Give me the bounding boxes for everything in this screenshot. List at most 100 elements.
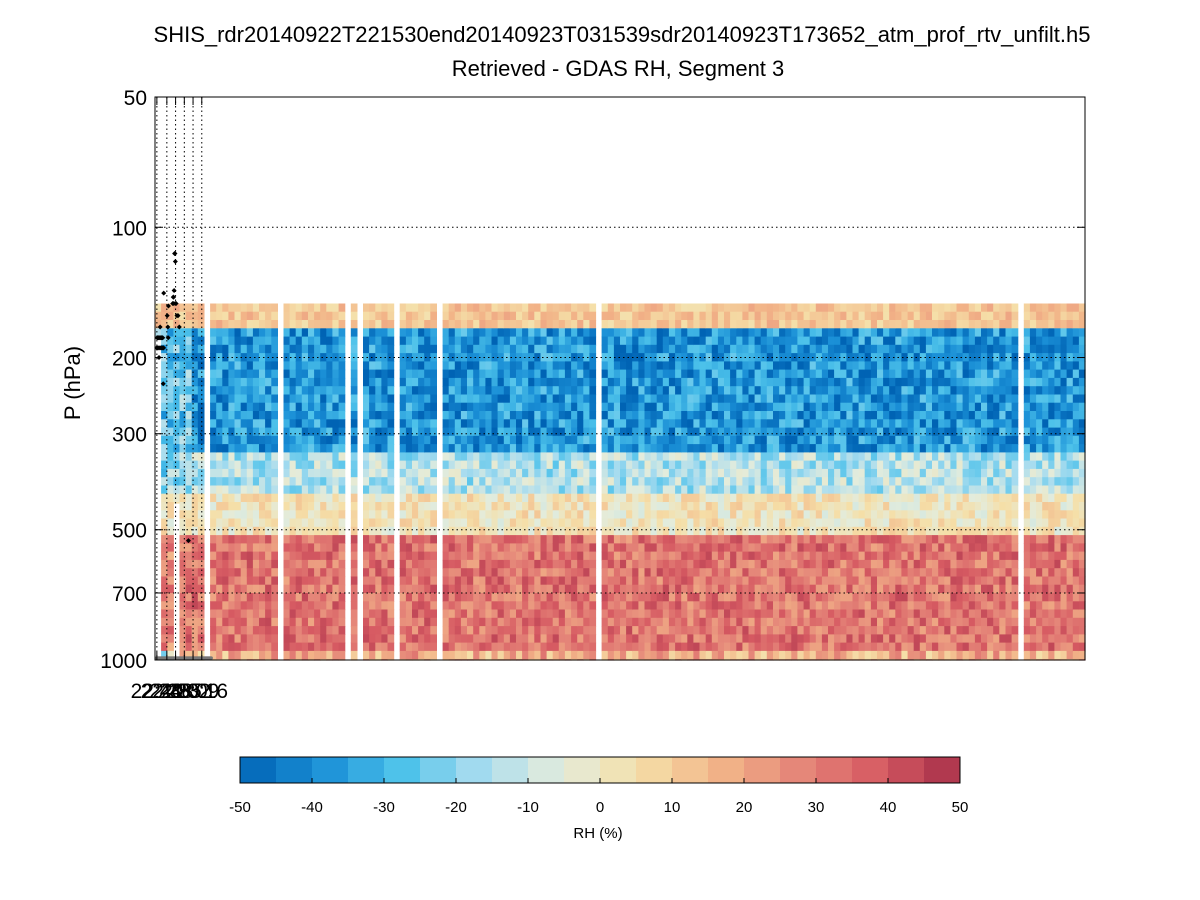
heatmap-cell <box>662 626 670 635</box>
heatmap-cell <box>289 493 297 503</box>
heatmap-cell <box>173 460 181 470</box>
heatmap-cell <box>558 559 566 569</box>
heatmap-cell <box>534 535 541 544</box>
heatmap-cell <box>509 468 517 478</box>
heatmap-cell <box>730 419 737 429</box>
heatmap-cell <box>448 361 456 371</box>
heatmap-cell <box>809 510 817 520</box>
heatmap-cell <box>338 518 346 528</box>
heatmap-cell <box>724 584 731 594</box>
heatmap-cell <box>613 394 621 404</box>
heatmap-cell <box>681 510 688 520</box>
heatmap-cell <box>363 485 370 495</box>
heatmap-cell <box>693 320 701 329</box>
heatmap-cell <box>509 411 517 420</box>
heatmap-cell <box>454 626 462 635</box>
heatmap-cell <box>766 485 774 495</box>
heatmap-cell <box>252 642 260 652</box>
heatmap-cell <box>620 460 627 470</box>
heatmap-cell <box>711 559 719 569</box>
heatmap-cell <box>668 485 676 495</box>
heatmap-cell <box>473 419 480 429</box>
heatmap-cell <box>320 510 327 520</box>
heatmap-cell <box>454 344 462 354</box>
heatmap-cell <box>197 452 205 462</box>
heatmap-cell <box>589 427 597 437</box>
heatmap-cell <box>564 336 572 346</box>
heatmap-cell <box>283 468 291 478</box>
heatmap-cell <box>693 411 701 420</box>
heatmap-cell <box>766 535 774 544</box>
heatmap-cell <box>864 568 872 578</box>
heatmap-cell <box>259 626 266 635</box>
heatmap-cell <box>748 650 756 660</box>
heatmap-cell <box>216 452 223 462</box>
heatmap-cell <box>301 402 309 412</box>
heatmap-cell <box>240 386 248 396</box>
heatmap-cell <box>711 576 719 586</box>
heatmap-cell <box>265 311 272 321</box>
heatmap-cell <box>289 551 297 561</box>
heatmap-cell <box>460 477 468 487</box>
heatmap-cell <box>779 485 786 495</box>
heatmap-cell <box>852 518 860 528</box>
heatmap-cell <box>760 477 768 487</box>
heatmap-cell <box>699 543 707 553</box>
heatmap-cell <box>754 551 762 561</box>
heatmap-cell <box>626 353 633 362</box>
heatmap-cell <box>363 411 370 420</box>
heatmap-cell <box>252 485 260 495</box>
heatmap-cell <box>668 559 676 569</box>
heatmap-cell <box>320 444 327 453</box>
heatmap-cell <box>375 411 382 420</box>
heatmap-cell <box>363 386 370 396</box>
heatmap-cell <box>265 328 272 338</box>
heatmap-cell <box>644 361 652 371</box>
heatmap-cell <box>197 435 205 445</box>
heatmap-cell <box>314 650 321 660</box>
heatmap-cell <box>656 634 664 644</box>
heatmap-cell <box>681 452 688 462</box>
heatmap-cell <box>724 626 731 635</box>
heatmap-cell <box>534 634 541 644</box>
heatmap-cell <box>650 361 658 371</box>
heatmap-cell <box>632 584 639 594</box>
heatmap-cell <box>558 626 566 635</box>
heatmap-cell <box>724 435 731 445</box>
heatmap-cell <box>730 477 737 487</box>
heatmap-cell <box>173 361 181 371</box>
heatmap-cell <box>815 518 823 528</box>
heatmap-cell <box>644 411 652 420</box>
heatmap-cell <box>173 452 181 462</box>
heatmap-cell <box>797 584 805 594</box>
heatmap-cell <box>522 444 529 453</box>
heatmap-cell <box>864 601 872 611</box>
heatmap-cell <box>479 468 486 478</box>
heatmap-cell <box>846 344 854 354</box>
heatmap-cell <box>497 493 505 503</box>
heatmap-cell <box>705 601 713 611</box>
heatmap-cell <box>363 601 370 611</box>
heatmap-cell <box>534 485 541 495</box>
heatmap-cell <box>497 634 505 644</box>
heatmap-cell <box>644 526 652 536</box>
heatmap-cell <box>320 344 327 354</box>
heatmap-cell <box>338 593 346 602</box>
heatmap-cell <box>797 568 805 578</box>
heatmap-cell <box>546 584 554 594</box>
heatmap-cell <box>430 650 437 660</box>
heatmap-cell <box>613 568 621 578</box>
heatmap-cell <box>295 303 303 313</box>
heatmap-cell <box>558 493 566 503</box>
heatmap-cell <box>491 609 499 619</box>
heatmap-cell <box>840 336 847 346</box>
heatmap-cell <box>889 485 896 495</box>
heatmap-cell <box>448 510 456 520</box>
heatmap-cell <box>454 336 462 346</box>
heatmap-cell <box>705 468 713 478</box>
heatmap-cell <box>271 460 278 470</box>
heatmap-cell <box>809 460 817 470</box>
heatmap-cell <box>191 477 199 487</box>
heatmap-cell <box>889 320 896 329</box>
heatmap-cell <box>632 609 639 619</box>
